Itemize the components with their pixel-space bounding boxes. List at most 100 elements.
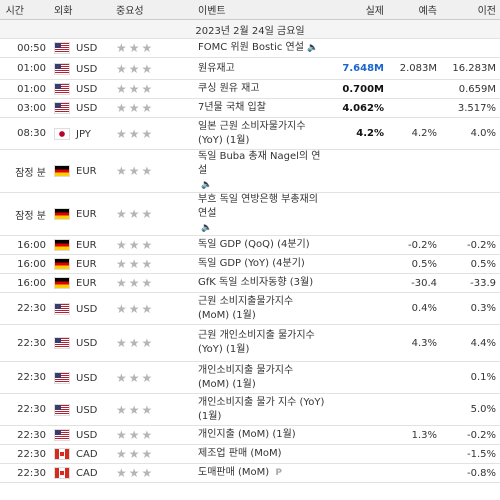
event-name[interactable]: 독일 Buba 총재 Nagel의 연설 [198,151,321,176]
previous-value [441,38,500,58]
table-row[interactable]: 16:00 EUR ★★★ 독일 GDP (YoY) (4분기) 0.5% 0.5% [0,254,500,274]
event-name[interactable]: 근원 소비지출물가지수 (MoM) (1월) [198,295,294,321]
table-row[interactable]: 16:00 EUR ★★★ 독일 GDP (QoQ) (4분기) -0.2% -0.2% [0,235,500,255]
table-row[interactable]: 01:00 USD ★★★ 쿠싱 원유 재고 0.700M 0.659M [0,79,500,99]
currency-cell: EUR [50,149,112,193]
table-row[interactable]: 16:00 EUR ★★★ GfK 독일 소비자동향 (3월) -30.4 -33.9 [0,273,500,293]
currency-code: USD [76,372,98,384]
currency-cell: JPY [50,117,112,150]
event-name[interactable]: 개인소비지출 물가지수 (MoM) (1월) [198,364,294,390]
currency-cell: CAD [50,444,112,464]
currency-code: EUR [76,278,97,289]
forecast-value: 1.3% [388,425,441,445]
actual-value [330,149,388,193]
table-row[interactable]: 00:50 USD ★★★ FOMC 위원 Bostic 연설 🔈 [0,38,500,58]
currency-code: USD [76,103,98,114]
event-time: 잠정 분 [0,149,50,193]
header-forecast[interactable]: 예측 [388,0,441,20]
table-row[interactable]: 22:30 CAD ★★★ 도매판매 (MoM) P -0.8% [0,463,500,483]
event-cell: 개인지출 (MoM) (1월) [194,425,330,445]
currency-cell: EUR [50,192,112,236]
table-row[interactable]: 22:30 USD ★★★ 근원 소비지출물가지수 (MoM) (1월) 0.4% 0.3… [0,292,500,325]
forecast-value [388,149,441,193]
event-name[interactable]: 근원 개인소비지출 물가지수 (YoY) (1월) [198,330,315,355]
forecast-value: 0.4% [388,292,441,325]
event-time: 22:30 [0,425,50,445]
event-name[interactable]: 일본 근원 소비자물가지수 (YoY) (1월) [198,120,306,146]
table-row[interactable]: 잠정 분 EUR ★★★ 독일 Buba 총재 Nagel의 연설 🔈 [0,149,500,193]
event-cell: 근원 개인소비지출 물가지수 (YoY) (1월) [194,324,330,362]
header-currency[interactable]: 외화 [50,0,112,20]
event-time: 01:00 [0,79,50,99]
event-name[interactable]: 7년물 국채 입찰 [198,102,266,113]
table-row[interactable]: 22:30 USD ★★★ 개인소비지출 물가지수 (MoM) (1월) 0.1% [0,361,500,394]
forecast-value: 0.5% [388,254,441,274]
cad-flag-icon [54,448,70,460]
previous-value [441,149,500,193]
currency-cell: USD [50,324,112,362]
event-cell: 부흐 독일 연방은행 부총재의 연설 🔈 [194,192,330,236]
header-importance[interactable]: 중요성 [112,0,194,20]
event-name[interactable]: 제조업 판매 (MoM) [198,448,282,459]
event-time: 22:30 [0,292,50,325]
table-row[interactable]: 잠정 분 EUR ★★★ 부흐 독일 연방은행 부총재의 연설 🔈 [0,192,500,236]
date-label: 2023년 2월 24일 금요일 [0,19,500,39]
table-row[interactable]: 01:00 USD ★★★ 원유재고 7.648M 2.083M 16.283M [0,57,500,80]
table-row[interactable]: 22:30 USD ★★★ 개인소비지출 물가 지수 (YoY) (1월) 5.0% [0,393,500,426]
currency-code: CAD [76,468,98,479]
eur-flag-icon [54,208,70,220]
currency-code: USD [76,338,98,349]
usd-flag-icon [54,302,70,315]
event-cell: 쿠싱 원유 재고 [194,79,330,99]
currency-cell: USD [50,292,112,325]
event-cell: 독일 GDP (YoY) (4분기) [194,254,330,274]
table-row[interactable]: 22:30 USD ★★★ 개인지출 (MoM) (1월) 1.3% -0.2% [0,425,500,445]
event-cell: 독일 GDP (QoQ) (4분기) [194,235,330,255]
actual-value [330,292,388,325]
event-name[interactable]: GfK 독일 소비자동향 (3월) [198,277,314,288]
actual-value [330,361,388,394]
currency-cell: USD [50,38,112,58]
usd-flag-icon [54,337,70,349]
event-cell: 독일 Buba 총재 Nagel의 연설 🔈 [194,149,330,193]
previous-value: -0.2% [441,235,500,255]
table-row[interactable]: 22:30 USD ★★★ 근원 개인소비지출 물가지수 (YoY) (1월) 4.3%… [0,324,500,362]
importance-stars: ★★★ [112,235,194,255]
usd-flag-icon [54,83,70,95]
importance-stars: ★★★ [112,192,194,236]
usd-flag-icon [54,403,70,416]
event-name[interactable]: FOMC 위원 Bostic 연설 [198,42,304,53]
preliminary-badge: P [275,468,282,478]
event-name[interactable]: 도매판매 (MoM) [198,467,270,478]
event-name[interactable]: 독일 GDP (YoY) (4분기) [198,258,305,269]
previous-value: 5.0% [441,393,500,426]
event-name[interactable]: 독일 GDP (QoQ) (4분기) [198,239,310,250]
importance-stars: ★★★ [112,444,194,464]
table-row[interactable]: 08:30 JPY ★★★ 일본 근원 소비자물가지수 (YoY) (1월) 4.2% 4… [0,117,500,150]
forecast-value [388,361,441,394]
table-header-row: 시간 외화 중요성 이벤트 실제 예측 이전 [0,0,500,20]
table-row[interactable]: 22:30 CAD ★★★ 제조업 판매 (MoM) -1.5% [0,444,500,464]
event-time: 22:30 [0,463,50,483]
header-actual[interactable]: 실제 [330,0,388,20]
event-name[interactable]: 부흐 독일 연방은행 부총재의 연설 [198,194,318,219]
event-name[interactable]: 쿠싱 원유 재고 [198,83,260,94]
table-row[interactable]: 03:00 USD ★★★ 7년물 국채 입찰 4.062% 3.517% [0,98,500,118]
currency-code: USD [76,84,98,95]
event-name[interactable]: 원유재고 [198,62,235,74]
previous-value: 4.4% [441,324,500,362]
previous-value: -0.2% [441,425,500,445]
currency-code: EUR [76,259,97,270]
header-previous[interactable]: 이전 [441,0,500,20]
importance-stars: ★★★ [112,254,194,274]
currency-code: USD [76,404,98,416]
event-name[interactable]: 개인지출 (MoM) (1월) [198,429,296,440]
currency-cell: CAD [50,463,112,483]
header-time[interactable]: 시간 [0,0,28,20]
actual-value [330,254,388,274]
importance-stars: ★★★ [112,425,194,445]
event-name[interactable]: 개인소비지출 물가 지수 (YoY) (1월) [198,396,325,422]
forecast-value [388,79,441,99]
currency-code: USD [76,63,98,75]
header-event[interactable]: 이벤트 [194,0,330,20]
